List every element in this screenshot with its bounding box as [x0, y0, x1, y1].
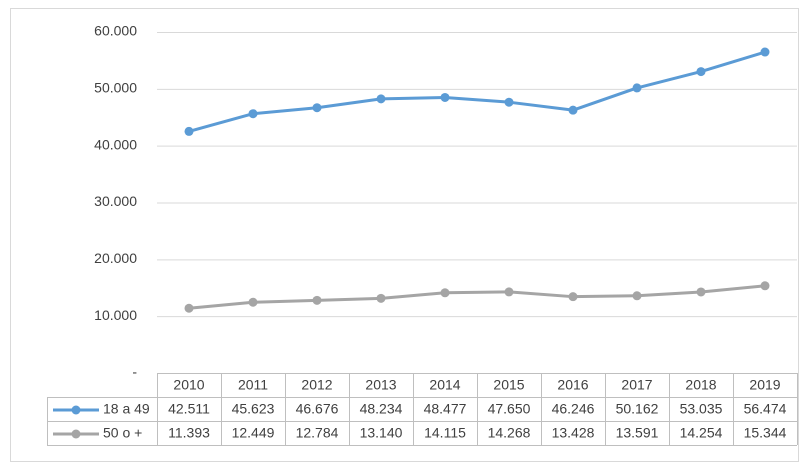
- point-marker: [760, 47, 770, 57]
- table-cell: 50.162: [616, 401, 659, 417]
- y-tick-label: -: [132, 364, 137, 380]
- table-cell: 48.477: [424, 401, 467, 417]
- table-cell: 12.784: [296, 425, 339, 441]
- table-cell: 14.115: [424, 425, 466, 441]
- x-tick-label: 2019: [749, 377, 780, 393]
- table-cell: 56.474: [744, 401, 787, 417]
- point-marker: [184, 126, 194, 136]
- table-cell: 15.344: [744, 425, 787, 441]
- series-line: [188, 284, 766, 310]
- point-marker: [376, 94, 386, 104]
- x-tick-label: 2010: [173, 377, 204, 393]
- y-tick-label: 60.000: [94, 23, 137, 39]
- x-tick-label: 2011: [238, 377, 268, 393]
- point-marker: [440, 92, 450, 102]
- table-cell: 47.650: [488, 401, 531, 417]
- table-cell: 53.035: [680, 401, 723, 417]
- legend-marker: [71, 429, 81, 439]
- legend-label: 18 a 49: [103, 401, 150, 417]
- table-cell: 46.246: [552, 401, 595, 417]
- point-marker: [632, 83, 642, 93]
- point-marker: [248, 297, 258, 307]
- x-tick-label: 2014: [429, 377, 460, 393]
- point-marker: [184, 303, 194, 313]
- y-tick-label: 20.000: [94, 250, 137, 266]
- point-marker: [312, 295, 322, 305]
- table-cell: 13.591: [616, 425, 659, 441]
- table-cell: 48.234: [360, 401, 403, 417]
- legend-marker: [71, 405, 81, 415]
- point-marker: [696, 287, 706, 297]
- table-cell: 14.268: [488, 425, 531, 441]
- point-marker: [568, 292, 578, 302]
- point-marker: [312, 103, 322, 113]
- x-tick-label: 2018: [685, 377, 716, 393]
- point-marker: [504, 97, 514, 107]
- table-cell: 14.254: [680, 425, 723, 441]
- x-tick-label: 2017: [621, 377, 652, 393]
- point-marker: [440, 288, 450, 298]
- table-cell: 11.393: [168, 425, 210, 441]
- chart-frame: [10, 8, 799, 462]
- table-cell: 12.449: [232, 425, 275, 441]
- point-marker: [632, 291, 642, 301]
- y-tick-label: 10.000: [94, 307, 137, 323]
- legend-label: 50 o +: [103, 425, 142, 441]
- x-tick-label: 2012: [301, 377, 332, 393]
- point-marker: [248, 109, 258, 119]
- y-tick-label: 50.000: [94, 80, 137, 96]
- table-cell: 45.623: [232, 401, 275, 417]
- table-cell: 13.140: [360, 425, 403, 441]
- table-cell: 13.428: [552, 425, 595, 441]
- table-cell: 42.511: [168, 401, 210, 417]
- x-tick-label: 2016: [557, 377, 588, 393]
- x-tick-label: 2015: [493, 377, 524, 393]
- point-marker: [504, 287, 514, 297]
- table-cell: 46.676: [296, 401, 339, 417]
- y-tick-label: 40.000: [94, 136, 137, 152]
- point-marker: [376, 293, 386, 303]
- point-marker: [760, 281, 770, 291]
- series-line: [188, 50, 766, 133]
- y-tick-label: 30.000: [94, 193, 137, 209]
- x-tick-label: 2013: [365, 377, 396, 393]
- point-marker: [696, 67, 706, 77]
- point-marker: [568, 105, 578, 115]
